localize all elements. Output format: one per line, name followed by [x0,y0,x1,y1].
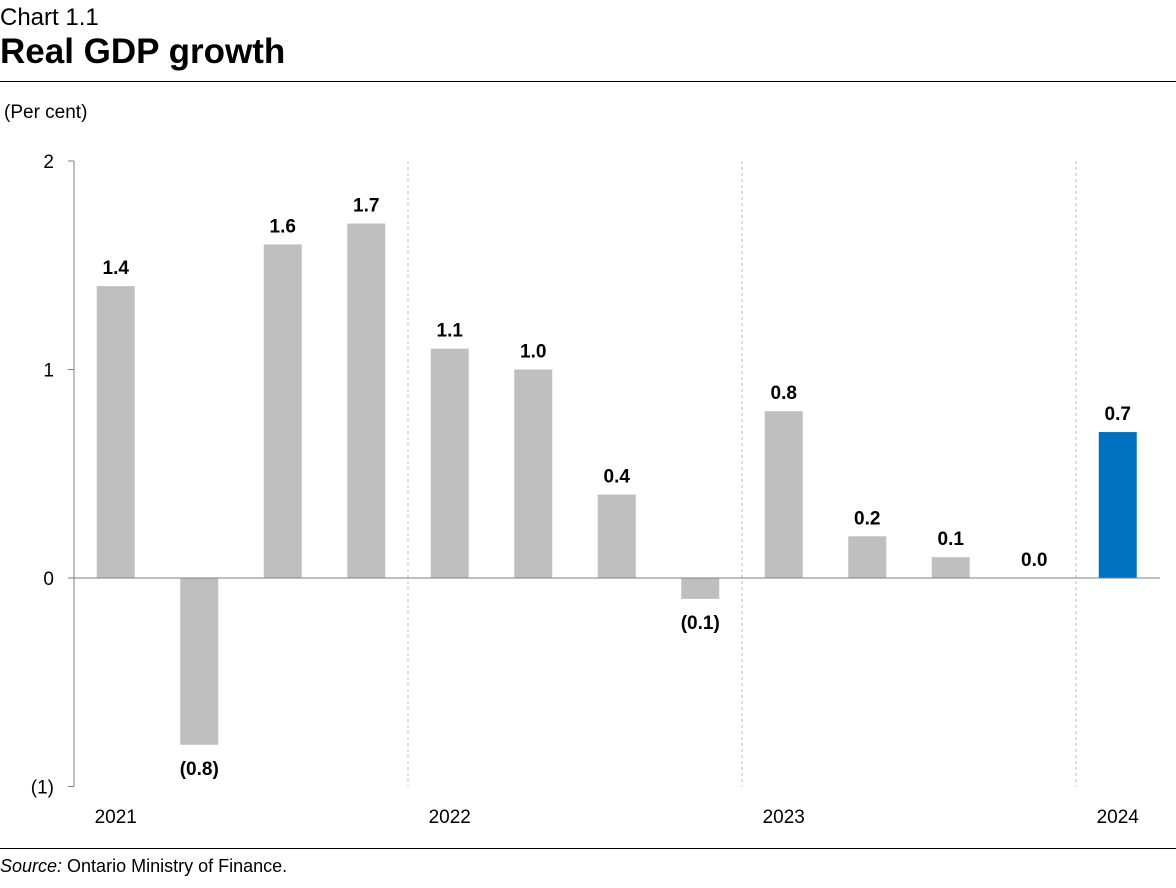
x-year-label: 2024 [1097,807,1140,828]
top-rule [0,81,1176,82]
bar [96,286,135,578]
bar [681,578,720,599]
data-label: 0.4 [604,467,631,488]
data-label: 0.0 [1021,550,1047,571]
bar [180,578,219,745]
chart-title: Real GDP growth [0,32,286,71]
data-label: 1.7 [353,196,379,217]
data-label: 1.1 [437,321,464,342]
source-text: Ontario Ministry of Finance. [62,856,288,876]
y-tick-label: 1 [43,361,54,382]
x-year-label: 2023 [763,807,805,828]
bar [514,369,553,578]
y-tick-label: (1) [31,778,54,799]
data-label: (0.1) [681,613,720,634]
data-label: 1.6 [270,216,296,237]
chart-number: Chart 1.1 [0,4,99,31]
y-tick-label: 2 [43,152,54,173]
x-year-label: 2022 [429,807,471,828]
bar [931,557,970,578]
bottom-rule [0,848,1176,849]
source-label: Source: [0,856,63,876]
x-year-label: 2021 [95,807,137,828]
data-label: 0.2 [854,508,880,529]
y-tick-label: 0 [43,569,54,590]
source-note: Source: Ontario Ministry of Finance. [0,856,287,877]
bar [764,411,803,578]
y-axis-unit-label: (Per cent) [4,102,88,123]
bar [597,494,636,578]
bar [263,244,302,578]
data-label: 0.8 [771,383,797,404]
bar [347,223,386,579]
bar [848,536,887,578]
data-label: 0.1 [938,529,965,550]
data-label: (0.8) [180,759,219,780]
data-label: 1.0 [520,342,546,363]
bar [430,348,469,578]
data-label: 0.7 [1105,404,1131,425]
data-label: 1.4 [103,258,130,279]
bar [1098,432,1137,578]
